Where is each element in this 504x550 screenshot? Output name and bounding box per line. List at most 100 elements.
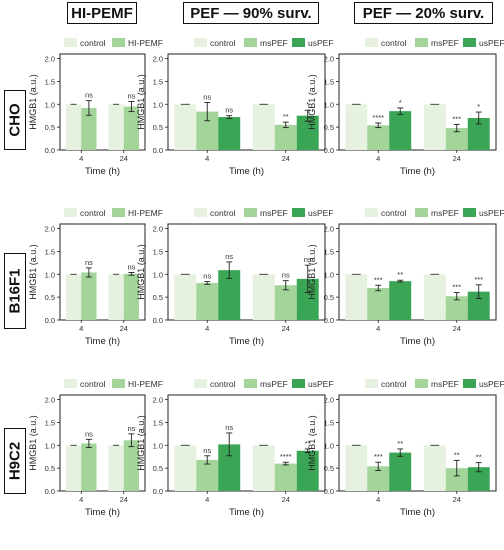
x-tick-label: 4 — [376, 495, 380, 504]
y-tick-label: 0.5 — [324, 464, 334, 473]
legend-label-mspef: msPEF — [431, 208, 459, 218]
bar-mspef-24 — [445, 296, 468, 320]
significance-label: ns — [203, 272, 211, 281]
bar-control-4 — [345, 104, 368, 150]
panel-b16f1-pef-90-surv: control msPEF usPEF 0.0 0.5 1.0 1.5 2.0 HMGB1 (a… — [136, 208, 334, 347]
bar-hi-pemf-24 — [123, 273, 140, 320]
bar-control-24 — [252, 104, 275, 150]
bar-uspef-24 — [296, 115, 319, 150]
y-tick-label: 1.5 — [153, 77, 163, 86]
y-axis-label: HMGB1 (a.u.) — [136, 415, 146, 471]
legend-swatch-hi-pemf — [112, 379, 125, 388]
legend-label-uspef: usPEF — [308, 38, 334, 48]
bar-control-24 — [423, 104, 446, 150]
row-header-cho: CHO — [4, 90, 26, 150]
significance-label: * — [399, 98, 402, 107]
bar-control-4 — [174, 445, 197, 491]
x-axis-label: Time (h) — [400, 166, 435, 177]
x-tick-label: 24 — [282, 154, 290, 163]
legend-label-control: control — [80, 208, 106, 218]
bar-hi-pemf-4 — [81, 272, 97, 320]
bar-mspef-24 — [445, 128, 468, 150]
panel-b16f1-pef-20-surv: control msPEF usPEF 0.0 0.5 1.0 1.5 2.0 HMGB1 (a… — [307, 208, 504, 347]
bar-mspef-24 — [274, 285, 297, 320]
legend: control msPEF usPEF — [194, 208, 334, 218]
x-tick-label: 4 — [376, 324, 380, 333]
y-tick-label: 0.5 — [153, 123, 163, 132]
legend-swatch-control — [194, 208, 207, 217]
bar-mspef-4 — [196, 282, 219, 320]
bar-control-24 — [108, 104, 124, 150]
y-tick-label: 0.0 — [324, 487, 334, 496]
bar-control-4 — [345, 274, 368, 320]
legend-swatch-hi-pemf — [112, 208, 125, 217]
y-tick-label: 0.5 — [324, 293, 334, 302]
legend-swatch-mspef — [244, 208, 257, 217]
bar-mspef-4 — [367, 288, 390, 320]
y-tick-label: 0.0 — [153, 316, 163, 325]
legend-swatch-uspef — [292, 208, 305, 217]
x-axis-label: Time (h) — [229, 166, 264, 177]
legend-label-hi-pemf: HI-PEMF — [128, 208, 163, 218]
y-tick-label: 0.5 — [153, 293, 163, 302]
legend-swatch-control — [365, 379, 378, 388]
x-tick-label: 24 — [282, 324, 290, 333]
significance-label: ** — [397, 270, 403, 279]
bar-mspef-4 — [196, 459, 219, 491]
bar-mspef-4 — [196, 111, 219, 150]
significance-label: ns — [225, 106, 233, 115]
x-tick-label: 24 — [120, 154, 128, 163]
y-tick-label: 2.0 — [45, 396, 55, 405]
bar-control-4 — [65, 445, 82, 491]
legend-swatch-control — [64, 38, 77, 47]
legend-swatch-uspef — [292, 38, 305, 47]
bar-hi-pemf-4 — [81, 107, 97, 150]
legend-label-control: control — [210, 38, 236, 48]
legend-label-hi-pemf: HI-PEMF — [128, 38, 163, 48]
legend-label-control: control — [381, 208, 407, 218]
x-tick-label: 24 — [453, 154, 461, 163]
x-tick-label: 24 — [453, 324, 461, 333]
legend: control msPEF usPEF — [365, 208, 504, 218]
significance-label: ns — [282, 271, 290, 280]
significance-label: ns — [127, 92, 135, 101]
bar-hi-pemf-24 — [123, 440, 140, 491]
legend-swatch-mspef — [415, 38, 428, 47]
bar-uspef-24 — [467, 467, 490, 491]
x-axis-label: Time (h) — [85, 166, 120, 177]
y-tick-label: 1.5 — [45, 418, 55, 427]
x-tick-label: 4 — [79, 154, 83, 163]
y-tick-label: 0.5 — [153, 464, 163, 473]
y-tick-label: 0.0 — [45, 146, 55, 155]
bar-mspef-24 — [445, 468, 468, 491]
legend-swatch-mspef — [244, 379, 257, 388]
significance-label: **** — [372, 113, 384, 122]
bar-uspef-4 — [389, 452, 412, 491]
y-tick-label: 2.0 — [45, 225, 55, 234]
x-tick-label: 24 — [282, 495, 290, 504]
legend-label-uspef: usPEF — [479, 379, 504, 389]
y-tick-label: 2.0 — [153, 225, 163, 234]
legend-label-control: control — [381, 379, 407, 389]
legend-label-hi-pemf: HI-PEMF — [128, 379, 163, 389]
legend-label-control: control — [381, 38, 407, 48]
legend-swatch-control — [194, 38, 207, 47]
significance-label: ns — [127, 424, 135, 433]
column-header-hi-pemf: HI-PEMF — [67, 2, 137, 24]
x-axis-label: Time (h) — [85, 507, 120, 518]
panel-cho-pef-90-surv: control msPEF usPEF 0.0 0.5 1.0 1.5 2.0 HMGB1 (a… — [136, 38, 334, 177]
y-tick-label: 1.5 — [45, 247, 55, 256]
row-header-b16f1: B16F1 — [4, 253, 26, 329]
bar-hi-pemf-24 — [123, 106, 140, 150]
significance-label: ns — [85, 91, 93, 100]
y-tick-label: 2.0 — [153, 55, 163, 64]
y-tick-label: 0.5 — [324, 123, 334, 132]
y-axis-label: HMGB1 (a.u.) — [136, 244, 146, 300]
legend-swatch-control — [194, 379, 207, 388]
y-tick-label: 2.0 — [45, 55, 55, 64]
x-tick-label: 4 — [79, 324, 83, 333]
legend-swatch-control — [365, 38, 378, 47]
y-axis-label: HMGB1 (a.u.) — [28, 415, 38, 471]
y-axis-label: HMGB1 (a.u.) — [307, 415, 317, 471]
